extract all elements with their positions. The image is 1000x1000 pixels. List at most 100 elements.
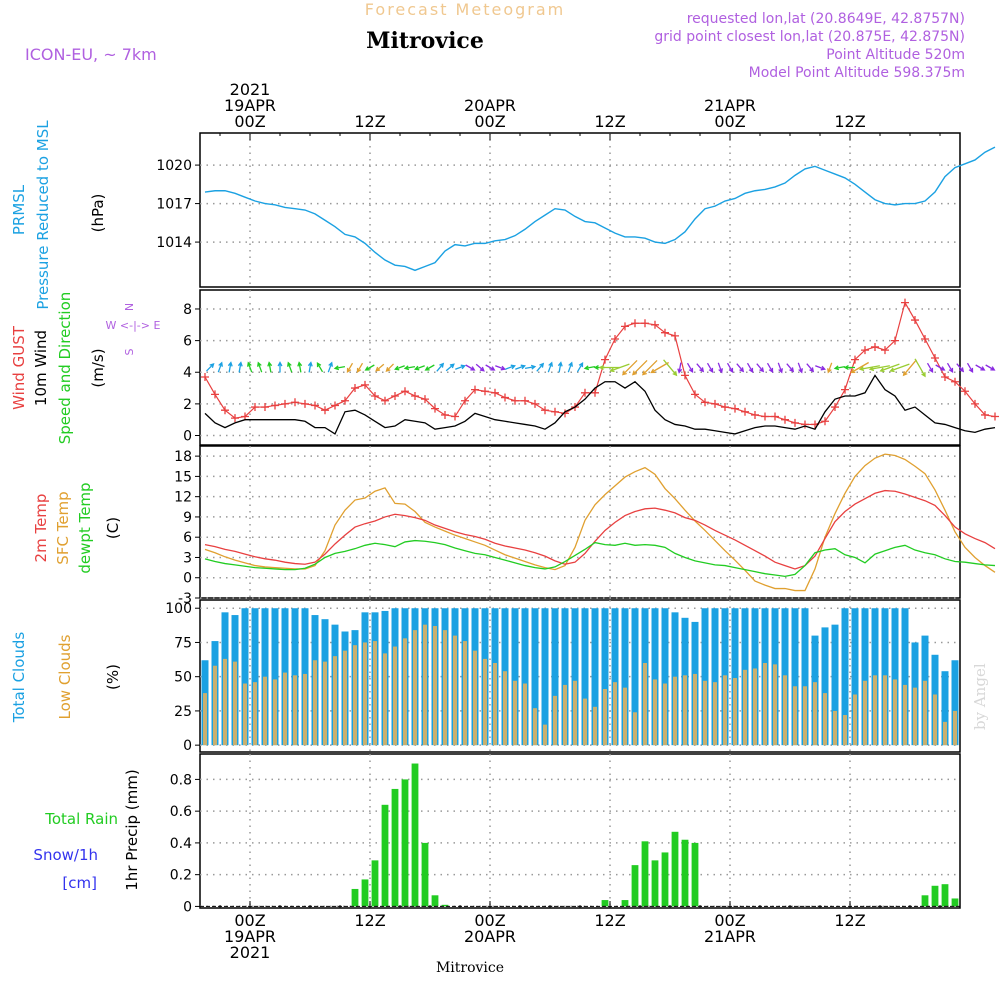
precip-unit: 1hr Precip (mm) — [123, 769, 141, 890]
info-line-1: requested lon,lat (20.8649E, 42.8757N) — [687, 11, 965, 27]
gust-marker — [231, 414, 239, 423]
total-cloud-bar — [241, 608, 249, 746]
low-cloud-bar — [833, 710, 837, 746]
low-cloud-bar — [333, 656, 337, 746]
top-time-label: 2021 — [230, 80, 271, 99]
bottom-time-label: 2021 — [230, 943, 271, 962]
wind-arrow — [686, 362, 694, 374]
gust-marker — [671, 331, 679, 340]
total-cloud-bar — [941, 671, 949, 746]
wind-arrow — [650, 361, 669, 374]
wind-arrow — [307, 361, 313, 373]
clouds-ytick-label: 50 — [174, 670, 192, 686]
gust-marker — [461, 396, 469, 405]
wind-arrow — [833, 365, 846, 371]
total-cloud-bar — [251, 608, 259, 746]
wind-arrow — [547, 361, 553, 373]
low-cloud-bar — [923, 680, 927, 746]
total-cloud-bar — [851, 608, 859, 746]
low-cloud-bar — [673, 676, 677, 746]
gust-marker — [341, 396, 349, 405]
gust-marker — [951, 377, 959, 386]
wind-unit: (m/s) — [89, 348, 107, 387]
precip-ytick-label: 0.8 — [170, 772, 192, 788]
gust-marker — [201, 372, 209, 381]
total-cloud-bar — [621, 608, 629, 746]
low-cloud-bar — [733, 678, 737, 746]
rain-bar — [921, 895, 929, 907]
snow-label: Snow/1h — [33, 846, 98, 864]
low-cloud-bar — [723, 675, 727, 746]
total-cloud-bar — [541, 608, 549, 746]
gust-marker — [591, 388, 599, 397]
low-cloud-bar — [773, 664, 777, 746]
wind-arrow — [914, 358, 926, 378]
wind-arrow — [736, 363, 745, 373]
low-cloud-bar — [493, 662, 497, 746]
precip-ytick-label: 0.6 — [170, 804, 192, 820]
total-cloud-bar — [531, 608, 539, 746]
low-cloud-bar — [533, 708, 537, 746]
low-cloud-bar — [233, 661, 237, 746]
rain-bar — [371, 860, 379, 907]
gust-marker — [311, 401, 319, 410]
bottom-time-label: 19APR — [224, 927, 276, 946]
low-cloud-bar — [253, 682, 257, 746]
gust-marker — [921, 335, 929, 344]
low-cloud-bar — [373, 641, 377, 746]
bottom-time-label: 12Z — [354, 911, 385, 930]
tsfc-line — [204, 453, 996, 592]
gust-marker — [281, 399, 289, 408]
low-cloud-bar — [623, 687, 627, 746]
wind-arrow — [797, 362, 803, 374]
t2m-label: 2m Temp — [32, 494, 50, 563]
wind-arrow — [394, 365, 405, 371]
low-cloud-bar — [273, 679, 277, 746]
temp2m-line — [204, 489, 996, 570]
low-cloud-bar — [663, 683, 667, 746]
rain-bar — [651, 860, 659, 907]
low-cloud-bar — [873, 675, 877, 746]
low-cloud-bar — [503, 671, 507, 746]
wind-arrow — [677, 362, 683, 374]
wind-ytick-label: 6 — [183, 334, 192, 350]
wind-arrow — [815, 365, 826, 371]
wind-arrow — [935, 364, 946, 371]
wind-arrow — [524, 364, 537, 370]
dewpt-label: dewpt Temp — [76, 482, 94, 573]
bottom-time-label: 00Z — [234, 911, 265, 930]
gust-marker — [411, 391, 419, 400]
rain-bar — [421, 842, 429, 907]
low-cloud-bar — [953, 710, 957, 746]
gust-marker — [251, 403, 259, 412]
total-cloud-bar — [521, 608, 529, 746]
total-cloud-bar — [581, 608, 589, 746]
low-cloud-bar — [713, 682, 717, 746]
total-cloud-bar — [661, 608, 669, 746]
total-cloud-bar — [841, 608, 849, 746]
gust-marker — [301, 399, 309, 408]
wind-arrow — [576, 361, 584, 373]
gust-marker — [511, 396, 519, 405]
low-cloud-bar — [323, 661, 327, 746]
low-cloud-bar — [843, 715, 847, 746]
clouds-ytick-label: 100 — [165, 601, 192, 617]
gust-marker — [801, 420, 809, 429]
low-cloud-bar — [793, 686, 797, 746]
wind-arrow — [926, 362, 934, 374]
gust-marker — [371, 391, 379, 400]
rain-bar — [391, 788, 399, 907]
gust-marker — [961, 387, 969, 396]
wind-arrow — [364, 364, 375, 371]
page-title: Mitrovice — [366, 28, 484, 54]
low-cloud-bar — [263, 676, 267, 746]
low-cloud-bar — [393, 646, 397, 746]
gust-marker — [351, 384, 359, 393]
low-cloud-bar — [853, 694, 857, 746]
total-cloud-bar — [561, 608, 569, 746]
gust-marker — [471, 385, 479, 394]
total-cloud-bar — [731, 608, 739, 746]
gust-marker — [641, 319, 649, 328]
wind-arrow — [879, 363, 900, 373]
low-cloud-bar — [893, 679, 897, 746]
